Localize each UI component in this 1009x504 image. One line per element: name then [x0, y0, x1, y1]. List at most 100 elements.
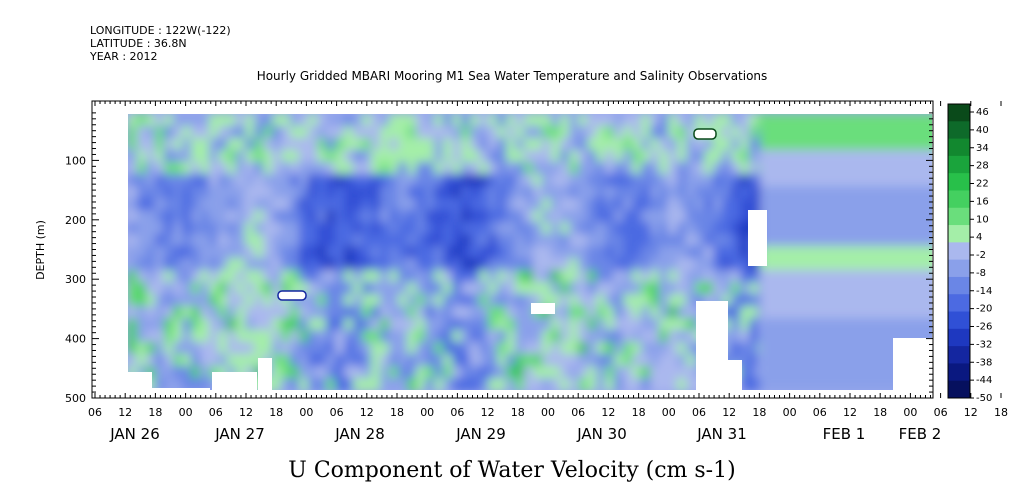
- x-tick-label: 12: [843, 406, 857, 419]
- colorbar: 46 40 34 28 22 16 10 4 -2 -8 -14 -20 -26 -32 -38 -44 -50: [947, 103, 992, 404]
- colorbar-label: -44: [976, 375, 992, 386]
- colorbar-swatch: [948, 104, 970, 122]
- no-data-area: [693, 128, 717, 140]
- y-tick-label: 100: [65, 154, 86, 167]
- x-tick-label: 18: [511, 406, 525, 419]
- x-tick-label: 06: [692, 406, 706, 419]
- x-tick-label: 06: [88, 406, 102, 419]
- no-data-area: [696, 301, 728, 398]
- x-tick-label: 12: [601, 406, 615, 419]
- colorbar-swatch: [948, 346, 970, 364]
- x-tick-label: 06: [330, 406, 344, 419]
- x-day-label: FEB 1: [823, 425, 866, 443]
- colorbar-label: 40: [976, 125, 989, 136]
- colorbar-swatch: [948, 311, 970, 330]
- longitude-label: LONGITUDE : 122W(-122): [90, 24, 231, 37]
- colorbar-label: 22: [976, 179, 989, 190]
- no-data-area: [531, 303, 555, 314]
- velocity-field: [128, 114, 932, 390]
- x-tick-label: 00: [420, 406, 434, 419]
- colorbar-label: 10: [976, 214, 989, 225]
- x-tick-label: 06: [813, 406, 827, 419]
- colorbar-label: 46: [976, 107, 989, 118]
- y-tick-label: 400: [65, 333, 86, 346]
- x-tick-label: 18: [752, 406, 766, 419]
- x-tick-label: 18: [632, 406, 646, 419]
- colorbar-label: -2: [976, 250, 986, 261]
- colorbar-swatch: [948, 363, 970, 382]
- colorbar-swatch: [948, 207, 970, 226]
- no-data-area: [128, 372, 152, 398]
- latitude-label: LATITUDE : 36.8N: [90, 37, 187, 50]
- x-tick-label: 00: [541, 406, 555, 419]
- colorbar-swatch: [948, 190, 970, 209]
- x-day-label: JAN 30: [576, 425, 627, 443]
- no-data-area: [277, 290, 307, 301]
- y-axis-ticks: 100 200 300 400 500: [65, 112, 933, 405]
- colorbar-swatch: [948, 380, 970, 399]
- x-tick-label: 12: [118, 406, 132, 419]
- colorbar-swatch: [948, 173, 970, 191]
- x-axis-ticks: 06 12 18 00 06 12 18 00 06 12 18 00 06 12 18 00 06 12 18 00…: [88, 101, 1008, 443]
- x-tick-label: 18: [390, 406, 404, 419]
- x-day-label: JAN 27: [214, 425, 265, 443]
- x-tick-label: 00: [783, 406, 797, 419]
- x-tick-label: 00: [662, 406, 676, 419]
- x-tick-label: 00: [299, 406, 313, 419]
- colorbar-swatch: [948, 259, 970, 278]
- colorbar-label: -20: [976, 304, 992, 315]
- x-tick-label: 00: [179, 406, 193, 419]
- x-day-label: JAN 31: [696, 425, 747, 443]
- colorbar-frame: [947, 103, 971, 399]
- x-tick-label: 18: [269, 406, 283, 419]
- colorbar-swatch: [948, 276, 970, 295]
- no-data-area: [92, 102, 128, 398]
- no-data-area: [258, 358, 272, 398]
- colorbar-label: -8: [976, 268, 986, 279]
- x-tick-label: 12: [481, 406, 495, 419]
- y-tick-label: 500: [65, 392, 86, 405]
- no-data-area: [748, 210, 767, 266]
- x-tick-label: 06: [934, 406, 948, 419]
- x-tick-label: 12: [964, 406, 978, 419]
- x-tick-label: 18: [148, 406, 162, 419]
- x-day-label: JAN 28: [334, 425, 385, 443]
- colorbar-label: -32: [976, 339, 992, 350]
- x-tick-label: 06: [209, 406, 223, 419]
- x-day-label: JAN 26: [109, 425, 160, 443]
- colorbar-label: 4: [976, 232, 982, 243]
- y-axis-label: DEPTH (m): [34, 220, 47, 280]
- colorbar-label: 16: [976, 196, 989, 207]
- y-tick-label: 200: [65, 214, 86, 227]
- no-data-areas: [92, 102, 933, 398]
- colorbar-label: -14: [976, 286, 992, 297]
- colorbar-swatch: [948, 225, 970, 243]
- colorbar-label: -50: [976, 393, 992, 404]
- x-tick-label: 12: [360, 406, 374, 419]
- year-label: YEAR : 2012: [89, 50, 158, 63]
- x-tick-label: 18: [873, 406, 887, 419]
- colorbar-label: 34: [976, 143, 989, 154]
- x-tick-label: 00: [903, 406, 917, 419]
- x-tick-label: 12: [722, 406, 736, 419]
- colorbar-label: -26: [976, 322, 992, 333]
- colorbar-swatch: [948, 138, 970, 157]
- chart-title: Hourly Gridded MBARI Mooring M1 Sea Wate…: [257, 69, 768, 83]
- no-data-area: [893, 338, 933, 398]
- no-data-area: [212, 372, 257, 398]
- x-day-label: FEB 2: [899, 425, 942, 443]
- no-data-area: [150, 388, 210, 398]
- x-day-label: JAN 29: [455, 425, 506, 443]
- colorbar-label: 28: [976, 161, 989, 172]
- colorbar-swatch: [948, 294, 970, 313]
- colorbar-swatch: [948, 242, 970, 261]
- y-tick-label: 300: [65, 273, 86, 286]
- colorbar-swatch: [948, 155, 970, 174]
- colorbar-label: -38: [976, 357, 992, 368]
- x-tick-label: 06: [571, 406, 585, 419]
- x-tick-label: 18: [994, 406, 1008, 419]
- colorbar-swatch: [948, 328, 970, 347]
- x-tick-label: 06: [450, 406, 464, 419]
- variable-label: U Component of Water Velocity (cm s-1): [288, 458, 735, 483]
